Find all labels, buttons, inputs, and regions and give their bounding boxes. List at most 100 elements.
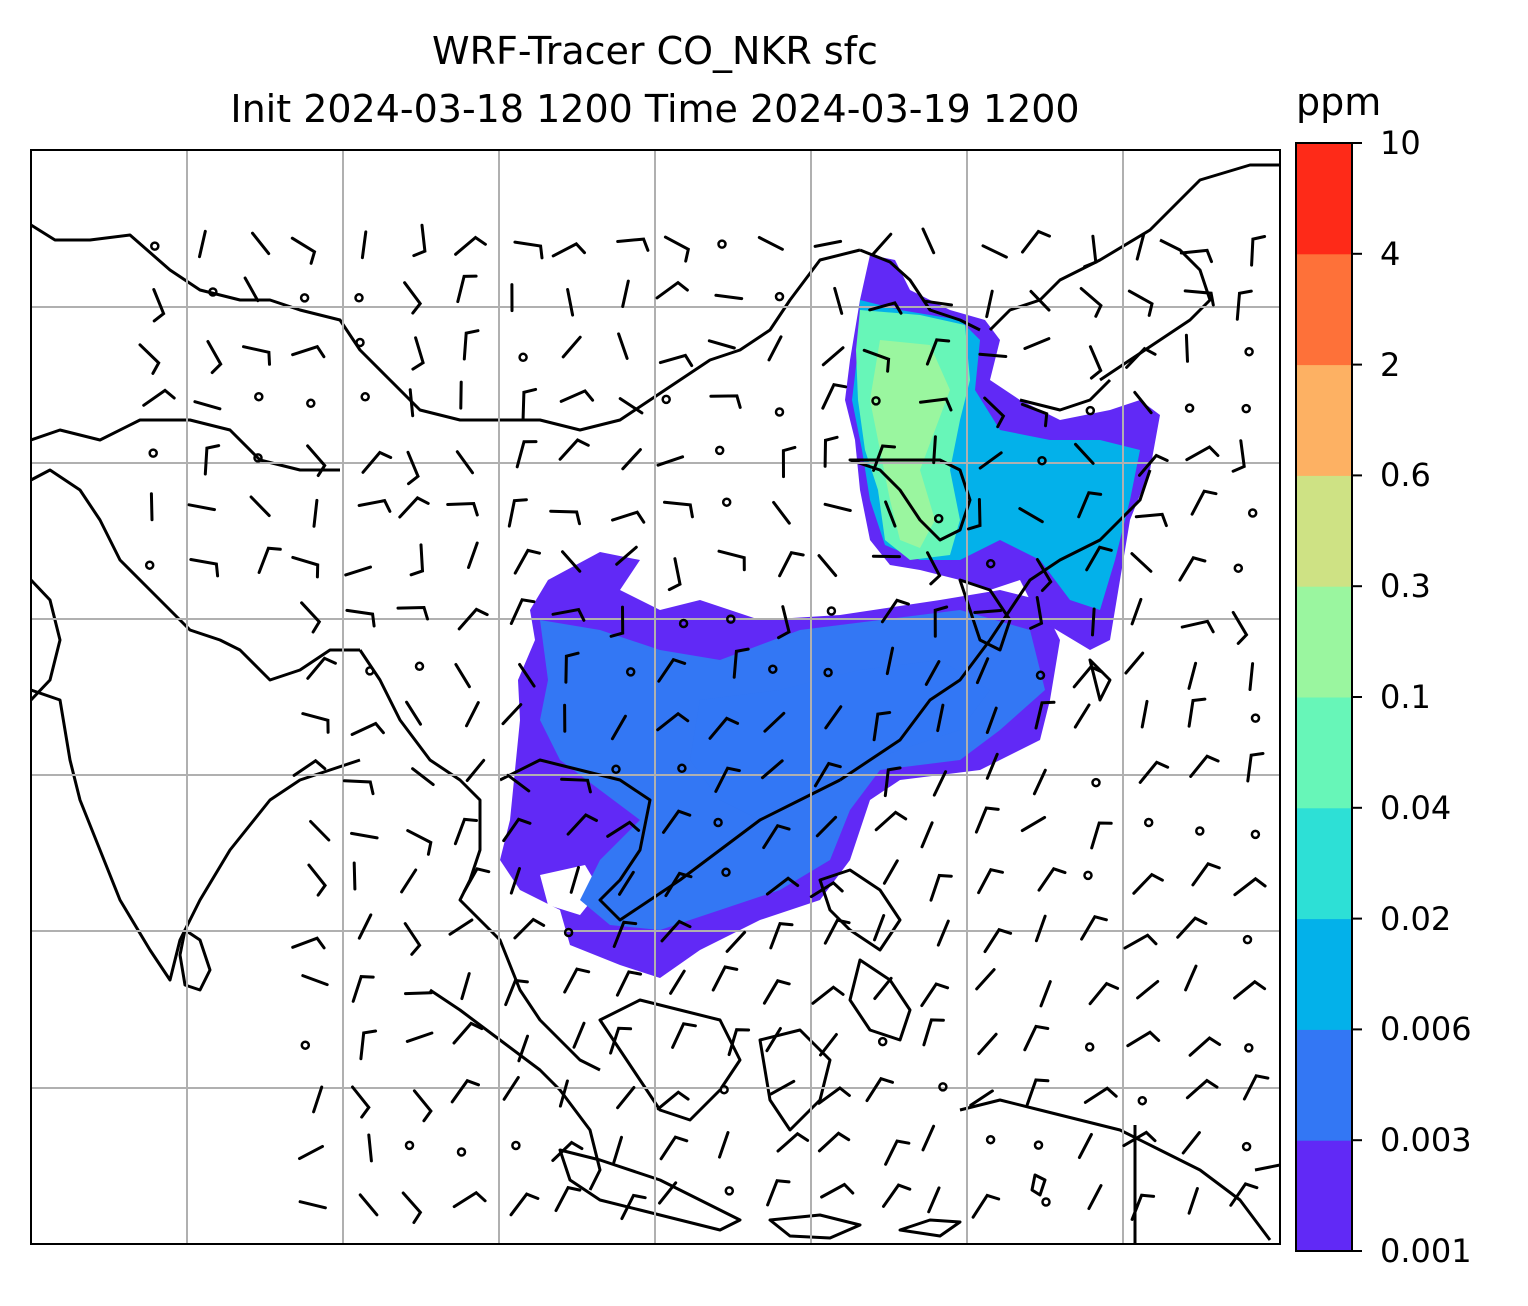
wind-barb <box>454 235 487 256</box>
wind-barb <box>663 500 694 519</box>
wind-barb <box>345 608 376 628</box>
wind-barb <box>462 867 491 893</box>
wind-barb <box>656 455 685 467</box>
wind-barb <box>460 972 471 1001</box>
wind-barb <box>290 236 317 265</box>
wind-barb <box>823 435 839 468</box>
wind-barb <box>824 705 843 730</box>
wind-barb <box>1037 867 1067 892</box>
wind-barb <box>815 815 838 838</box>
gridlines <box>31 150 1280 1244</box>
wind-barb <box>872 232 893 256</box>
wind-barb <box>978 451 1003 470</box>
wind-barb <box>251 231 271 256</box>
wind-barb <box>606 820 641 838</box>
wind-barb <box>412 223 427 258</box>
calm-wind-circle <box>768 664 778 674</box>
wind-barb <box>616 237 650 252</box>
wind-barb <box>301 974 329 987</box>
wind-barb <box>291 936 326 950</box>
wind-barb <box>149 492 154 522</box>
wind-barb <box>969 1089 994 1107</box>
calm-wind-circle <box>611 764 621 775</box>
wind-barb <box>658 1181 678 1205</box>
calm-wind-circle <box>148 448 158 458</box>
calm-wind-circle <box>826 606 837 616</box>
wind-barb <box>762 979 791 1005</box>
calm-wind-circle <box>678 618 689 629</box>
calm-wind-circle <box>1084 1042 1095 1052</box>
calm-wind-circle <box>724 1186 735 1196</box>
wind-barb <box>257 546 282 574</box>
colorbar-tick-label: 0.3 <box>1380 567 1431 606</box>
wind-barb <box>924 299 953 307</box>
calm-wind-circle <box>1033 1140 1044 1150</box>
wind-barb <box>206 340 223 375</box>
wind-barb <box>1233 876 1267 897</box>
calm-wind-circle <box>1250 713 1261 723</box>
wind-barb <box>1136 980 1160 1000</box>
wind-barb <box>967 498 982 531</box>
wind-barb <box>1185 1078 1219 1100</box>
calm-wind-circle <box>661 394 671 405</box>
calm-wind-circle <box>208 287 218 297</box>
wind-barb <box>1077 491 1103 519</box>
calm-wind-circle <box>1143 817 1154 828</box>
wind-barb <box>727 1028 751 1057</box>
wind-barb <box>1021 229 1051 254</box>
wind-barb <box>560 777 592 794</box>
calm-wind-circle <box>1083 870 1093 881</box>
plot-title-line2: Init 2024-03-18 1200 Time 2024-03-19 120… <box>230 87 1080 131</box>
wind-barb <box>621 448 642 471</box>
calm-wind-circle <box>721 497 732 507</box>
wind-barb <box>1190 489 1218 516</box>
calm-wind-circle <box>774 291 785 302</box>
calm-wind-circle <box>404 1140 415 1151</box>
colorbar-segment <box>1296 253 1352 366</box>
calm-wind-circle <box>1241 403 1251 414</box>
wind-barb <box>301 712 330 734</box>
wind-barb <box>1087 1184 1103 1211</box>
wind-barb <box>1233 979 1267 1000</box>
wind-barb <box>193 400 222 411</box>
calm-wind-circle <box>938 1082 948 1092</box>
wind-barb <box>401 1191 423 1224</box>
wind-barb <box>457 607 489 631</box>
calm-wind-circle <box>1242 934 1253 945</box>
wind-barb <box>312 1085 324 1114</box>
wind-barb <box>1023 1024 1050 1052</box>
wind-barb <box>1125 346 1157 369</box>
wind-barb <box>778 551 805 578</box>
calm-wind-circle <box>360 392 370 402</box>
calm-wind-circle <box>985 1134 996 1145</box>
wind-barb <box>1246 752 1265 783</box>
wind-barb <box>367 1133 373 1163</box>
colorbar-tick-label: 0.001 <box>1380 1232 1472 1270</box>
wind-barb <box>932 770 948 797</box>
wind-barb <box>1138 453 1169 477</box>
wind-barb <box>198 229 207 259</box>
wind-barb <box>502 817 532 843</box>
wind-barb <box>817 554 838 577</box>
wind-barb <box>1180 619 1215 634</box>
wind-barb <box>351 1085 371 1119</box>
wind-barb <box>1231 439 1246 473</box>
wind-barb <box>616 1086 636 1110</box>
calm-wind-circle <box>774 407 785 417</box>
wind-barb <box>862 348 891 373</box>
colorbar-tick-label: 4 <box>1380 234 1401 273</box>
wind-barb <box>351 975 375 1003</box>
wind-barb <box>975 968 996 991</box>
wind-barb <box>501 703 523 726</box>
calm-wind-circle <box>1037 455 1047 466</box>
wind-barb <box>396 605 429 621</box>
wind-barb <box>884 500 897 528</box>
calm-wind-circle <box>1233 563 1244 573</box>
wind-barb <box>1077 1133 1093 1159</box>
wind-barb <box>821 383 848 410</box>
wind-barb <box>809 881 844 899</box>
wind-barb <box>985 706 998 734</box>
wind-barb <box>507 498 528 528</box>
wind-barb <box>618 397 644 415</box>
